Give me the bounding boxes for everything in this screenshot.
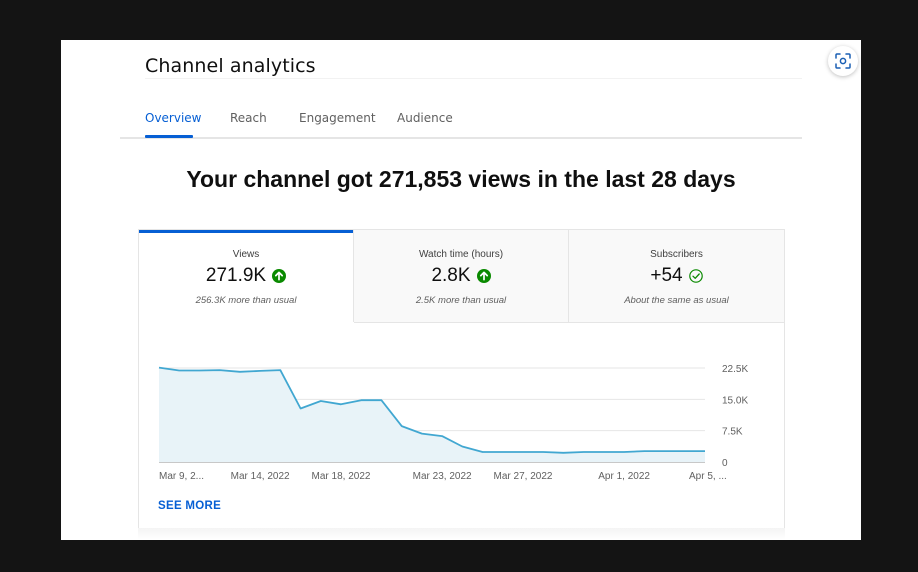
arrow-up-circle-icon xyxy=(476,269,491,283)
x-tick-label: Mar 18, 2022 xyxy=(312,471,371,482)
metric-note: 256.3K more than usual xyxy=(195,295,297,306)
metric-value: +54 xyxy=(650,265,683,286)
y-tick-label: 0 xyxy=(722,458,728,469)
metric-value-row: 2.8K xyxy=(354,265,568,287)
summary-headline: Your channel got 271,853 views in the la… xyxy=(186,166,736,192)
tabs-divider xyxy=(120,137,802,139)
check-circle-icon xyxy=(688,269,703,283)
metric-label: Views xyxy=(232,249,260,260)
tab-engagement[interactable]: Engagement xyxy=(299,111,376,125)
metric-value: 2.8K xyxy=(431,265,471,286)
views-chart: 22.5K 15.0K 7.5K 0 Mar 9, 2... Mar 14, 2022 M… xyxy=(158,364,748,482)
analytics-panel: Channel analytics Overview Reach Engagem… xyxy=(61,40,861,540)
scan-icon xyxy=(835,53,851,69)
y-tick-label: 22.5K xyxy=(722,364,748,375)
x-tick-label: Apr 5, ... xyxy=(689,471,727,482)
tab-audience[interactable]: Audience xyxy=(397,111,453,125)
metric-subscribers[interactable]: Subscribers +54 About the same as usual xyxy=(569,230,784,323)
arrow-up-circle-icon xyxy=(272,269,287,283)
metrics-card: Views 271.9K 256.3K more than usual Watc… xyxy=(138,229,785,532)
page-title: Channel analytics xyxy=(145,55,316,77)
title-divider xyxy=(145,78,802,79)
metric-value: 271.9K xyxy=(205,265,267,286)
metric-note: About the same as usual xyxy=(624,295,729,306)
x-tick-label: Apr 1, 2022 xyxy=(598,471,650,482)
metric-watch-time[interactable]: Watch time (hours) 2.8K 2.5K more than u… xyxy=(354,230,569,323)
see-more-link[interactable]: SEE MORE xyxy=(158,500,222,512)
metric-value-row: +54 xyxy=(569,265,784,287)
metric-label: Watch time (hours) xyxy=(418,249,504,260)
x-tick-label: Mar 23, 2022 xyxy=(413,471,472,482)
metric-note: 2.5K more than usual xyxy=(415,295,507,306)
metric-value-row: 271.9K xyxy=(139,265,353,287)
tab-overview[interactable]: Overview xyxy=(145,111,202,125)
active-tab-indicator xyxy=(145,135,193,138)
y-tick-label: 15.0K xyxy=(722,395,748,406)
screen-capture-button[interactable] xyxy=(828,46,858,76)
card-bottom-fade xyxy=(138,528,785,540)
views-area xyxy=(159,367,705,462)
x-tick-label: Mar 14, 2022 xyxy=(231,471,290,482)
x-tick-label: Mar 27, 2022 xyxy=(494,471,553,482)
tab-reach[interactable]: Reach xyxy=(230,111,267,125)
metric-views[interactable]: Views 271.9K 256.3K more than usual xyxy=(139,230,354,322)
y-tick-label: 7.5K xyxy=(722,427,743,438)
metric-label: Subscribers xyxy=(650,249,703,260)
views-line xyxy=(158,366,705,454)
x-tick-label: Mar 9, 2... xyxy=(159,471,204,482)
